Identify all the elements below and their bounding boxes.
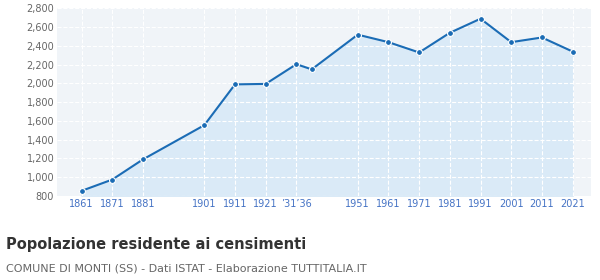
Text: COMUNE DI MONTI (SS) - Dati ISTAT - Elaborazione TUTTITALIA.IT: COMUNE DI MONTI (SS) - Dati ISTAT - Elab…: [6, 263, 367, 273]
Point: [353, 32, 362, 37]
Point: [307, 67, 317, 72]
Point: [383, 40, 393, 45]
Point: [292, 62, 301, 66]
Point: [506, 40, 516, 45]
Point: [138, 157, 148, 162]
Point: [230, 82, 240, 87]
Point: [261, 82, 271, 86]
Point: [77, 189, 86, 193]
Point: [415, 50, 424, 55]
Point: [107, 177, 117, 182]
Point: [200, 123, 209, 127]
Point: [476, 17, 485, 21]
Text: Popolazione residente ai censimenti: Popolazione residente ai censimenti: [6, 237, 306, 252]
Point: [445, 31, 455, 35]
Point: [568, 49, 577, 54]
Point: [537, 35, 547, 40]
